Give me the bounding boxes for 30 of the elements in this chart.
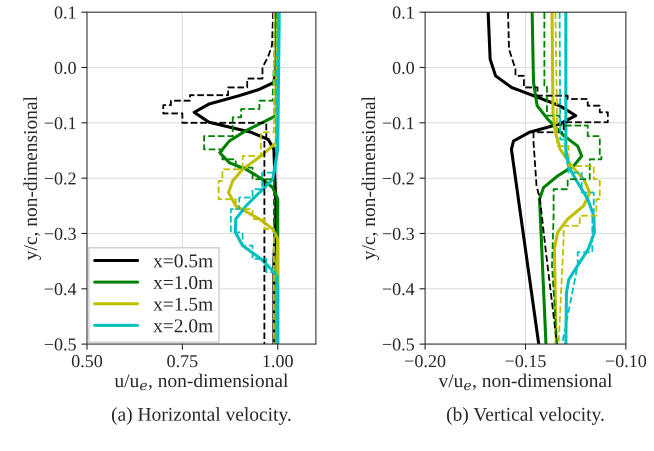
x-axis-title: v/u$_{e}$, non-dimensional [438,374,612,390]
legend-label: x=1.0m [153,276,213,290]
x-axis-title: u/u$_{e}$, non-dimensional [114,374,288,390]
y-tick-label: 0.1 [54,6,76,19]
x-tick-label: −0.10 [606,355,646,368]
y-tick-label: 0.1 [392,6,414,19]
legend-label: x=0.5m [153,254,213,268]
x-tick-label: −0.15 [506,355,546,368]
y-axis-title: y/c, non-dimensional [361,96,380,260]
legend-label: x=1.5m [153,298,213,311]
x-tick-label: 0.50 [72,355,102,368]
y-tick-label: 0.0 [54,62,76,74]
y-tick-label: −0.3 [44,228,76,240]
y-tick-label: −0.5 [44,338,76,351]
text: (b) Vertical velocity. [446,407,604,425]
y-tick-label: 0.0 [392,62,414,74]
y-tick-label: −0.1 [44,117,76,130]
x-tick-label: −0.20 [405,355,446,368]
y-tick-label: −0.1 [382,117,414,130]
y-tick-label: −0.4 [382,283,414,296]
y-axis-title: y/c, non-dimensional [23,96,42,260]
y-tick-label: −0.3 [382,228,414,240]
y-tick-label: −0.5 [382,338,414,351]
legend-label: x=2.0m [153,319,213,332]
x-tick-label: 1.00 [264,355,293,368]
y-tick-label: −0.4 [44,283,76,296]
x-tick-label: 0.75 [167,355,198,368]
text: (a) Horizontal velocity. [112,407,290,425]
y-tick-label: −0.2 [382,172,414,185]
y-tick-label: −0.2 [44,172,76,185]
